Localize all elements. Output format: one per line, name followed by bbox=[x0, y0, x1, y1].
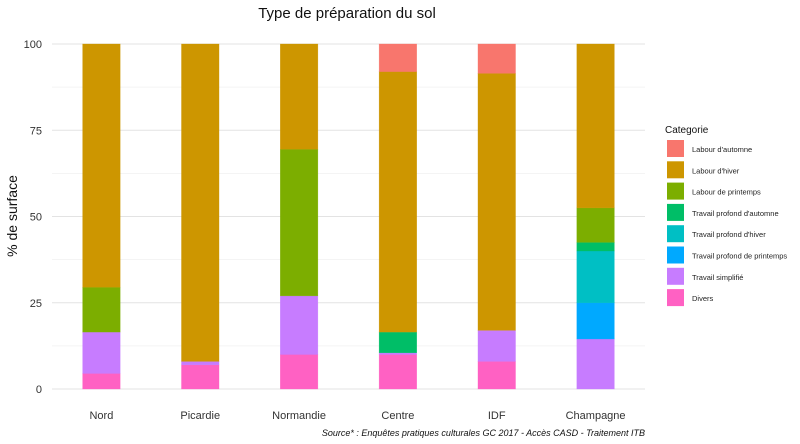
bar-segment-champagne-travail-profond-d-hiver bbox=[576, 250, 615, 303]
y-tick-label: 0 bbox=[36, 384, 42, 396]
bar-segment-champagne-labour-d-hiver bbox=[576, 43, 615, 209]
y-tick-label: 75 bbox=[30, 125, 42, 137]
bar-segment-normandie-divers bbox=[280, 354, 319, 390]
bar-segment-normandie-labour-de-printemps bbox=[280, 148, 319, 297]
bar-segment-champagne-labour-de-printemps bbox=[576, 207, 615, 243]
bar-segment-picardie-travail-simplifie bbox=[181, 361, 220, 366]
bar-segment-nord-divers bbox=[82, 373, 121, 390]
bar-segment-normandie-labour-d-hiver bbox=[280, 43, 319, 150]
legend-key-travail-profond-d-hiver bbox=[667, 225, 684, 243]
legend-label: Travail profond d'hiver bbox=[692, 230, 766, 239]
legend: Categorie Labour d'automne Labour d'hiver… bbox=[665, 125, 787, 307]
y-tick-label: 50 bbox=[30, 212, 42, 224]
bar-segment-idf-divers bbox=[477, 361, 516, 390]
legend-key-labour-d-hiver bbox=[667, 161, 684, 179]
legend-label: Divers bbox=[692, 294, 714, 303]
bar-segment-champagne-travail-profond-de-printemps bbox=[576, 302, 615, 340]
legend-label: Labour d'automne bbox=[692, 145, 752, 154]
bar-segment-centre-labour-d-hiver bbox=[378, 71, 417, 333]
legend-label: Labour de printemps bbox=[692, 188, 761, 197]
legend-key-divers bbox=[667, 289, 684, 307]
chart-title: Type de préparation du sol bbox=[258, 5, 436, 22]
legend-title: Categorie bbox=[665, 125, 709, 136]
legend-label: Travail profond d'automne bbox=[692, 209, 779, 218]
bar-segment-champagne-travail-simplifie bbox=[576, 338, 615, 390]
bar-segment-idf-travail-simplifie bbox=[477, 330, 516, 362]
y-tick-label: 100 bbox=[24, 39, 42, 51]
legend-label: Travail simplifié bbox=[692, 273, 743, 282]
x-tick-label: Nord bbox=[89, 410, 113, 422]
x-tick-label: Centre bbox=[381, 410, 414, 422]
bar-segment-champagne-travail-profond-d-automne bbox=[576, 242, 615, 252]
bar-segment-picardie-labour-d-hiver bbox=[181, 43, 220, 362]
bars-layer bbox=[82, 43, 615, 390]
legend-key-travail-simplifie bbox=[667, 267, 684, 285]
bar-segment-normandie-travail-simplifie bbox=[280, 295, 319, 355]
bar-segment-nord-travail-simplifie bbox=[82, 331, 121, 374]
bar-segment-centre-labour-d-automne bbox=[378, 43, 417, 72]
x-tick-label: Picardie bbox=[180, 410, 220, 422]
legend-key-travail-profond-de-printemps bbox=[667, 246, 684, 264]
bar-segment-picardie-divers bbox=[181, 364, 220, 390]
bar-segment-centre-travail-simplifie bbox=[378, 352, 417, 355]
bar-segment-idf-labour-d-automne bbox=[477, 43, 516, 74]
bar-segment-nord-labour-de-printemps bbox=[82, 286, 121, 333]
chart-caption: Source* : Enquêtes pratiques culturales … bbox=[322, 428, 645, 438]
legend-key-labour-d-automne bbox=[667, 140, 684, 157]
grid-layer bbox=[52, 43, 645, 390]
bar-segment-centre-divers bbox=[378, 354, 417, 390]
legend-key-travail-profond-d-automne bbox=[667, 203, 684, 221]
bar-segment-nord-labour-d-hiver bbox=[82, 43, 121, 288]
legend-label: Travail profond de printemps bbox=[692, 252, 787, 261]
y-tick-label: 25 bbox=[30, 298, 42, 310]
y-axis-label: % de surface bbox=[4, 175, 20, 257]
x-tick-label: Normandie bbox=[272, 410, 326, 422]
legend-label: Labour d'hiver bbox=[692, 166, 740, 175]
x-tick-label: IDF bbox=[488, 410, 506, 422]
legend-key-labour-de-printemps bbox=[667, 182, 684, 200]
x-tick-label: Champagne bbox=[566, 410, 626, 422]
axis-layer: 0 25 50 75 100 Nord Picardie Normandie Centre IDF… bbox=[24, 39, 626, 422]
bar-segment-idf-labour-d-hiver bbox=[477, 73, 516, 331]
bar-segment-centre-travail-profond-d-automne bbox=[378, 331, 417, 354]
